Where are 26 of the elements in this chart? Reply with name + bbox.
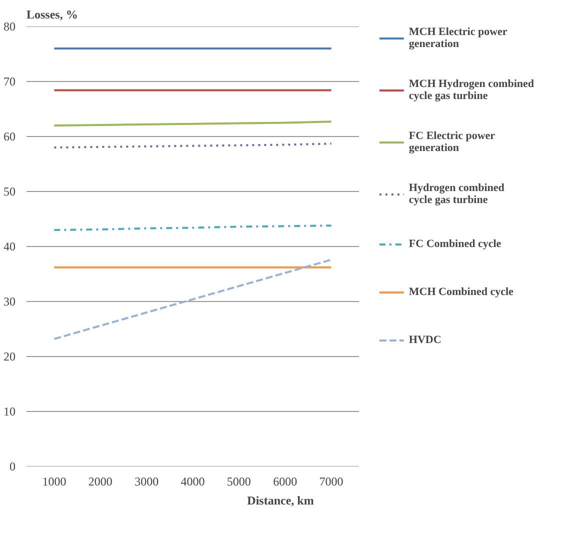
- legend-label: HVDC: [408, 334, 442, 346]
- x-tick-label: 3000: [134, 474, 159, 488]
- x-tick-label: 6000: [273, 474, 298, 488]
- legend-label: MCH Hydrogen combined cycle gas turbine: [408, 78, 534, 102]
- y-tick-label: 50: [4, 184, 16, 198]
- legend-label: MCH Electric power generation: [408, 26, 508, 50]
- y-tick-label: 0: [10, 460, 16, 474]
- legend-label: FC Electric power generation: [408, 130, 496, 154]
- x-tick-label: 4000: [180, 474, 205, 488]
- y-tick-label: 40: [4, 240, 16, 254]
- line-series: [53, 258, 332, 340]
- x-axis-title: Distance, km: [247, 494, 314, 508]
- y-tick-label: 20: [4, 350, 16, 364]
- legend-label: Hydrogen combined cycle gas turbine: [408, 182, 504, 206]
- x-tick-label: 5000: [226, 474, 251, 488]
- x-tick-label: 1000: [42, 474, 66, 488]
- y-tick-label: 80: [4, 20, 16, 34]
- y-tick-label: 10: [4, 404, 16, 418]
- x-tick-label: 2000: [88, 474, 112, 488]
- y-axis-title: Losses, %: [26, 8, 78, 22]
- legend-label: FC Combined cycle: [408, 238, 502, 250]
- x-tick-label: 7000: [319, 474, 344, 488]
- y-tick-label: 30: [4, 294, 16, 308]
- y-tick-label: 70: [4, 74, 16, 88]
- legend-label: MCH Combined cycle: [408, 286, 514, 298]
- y-tick-label: 60: [4, 130, 16, 144]
